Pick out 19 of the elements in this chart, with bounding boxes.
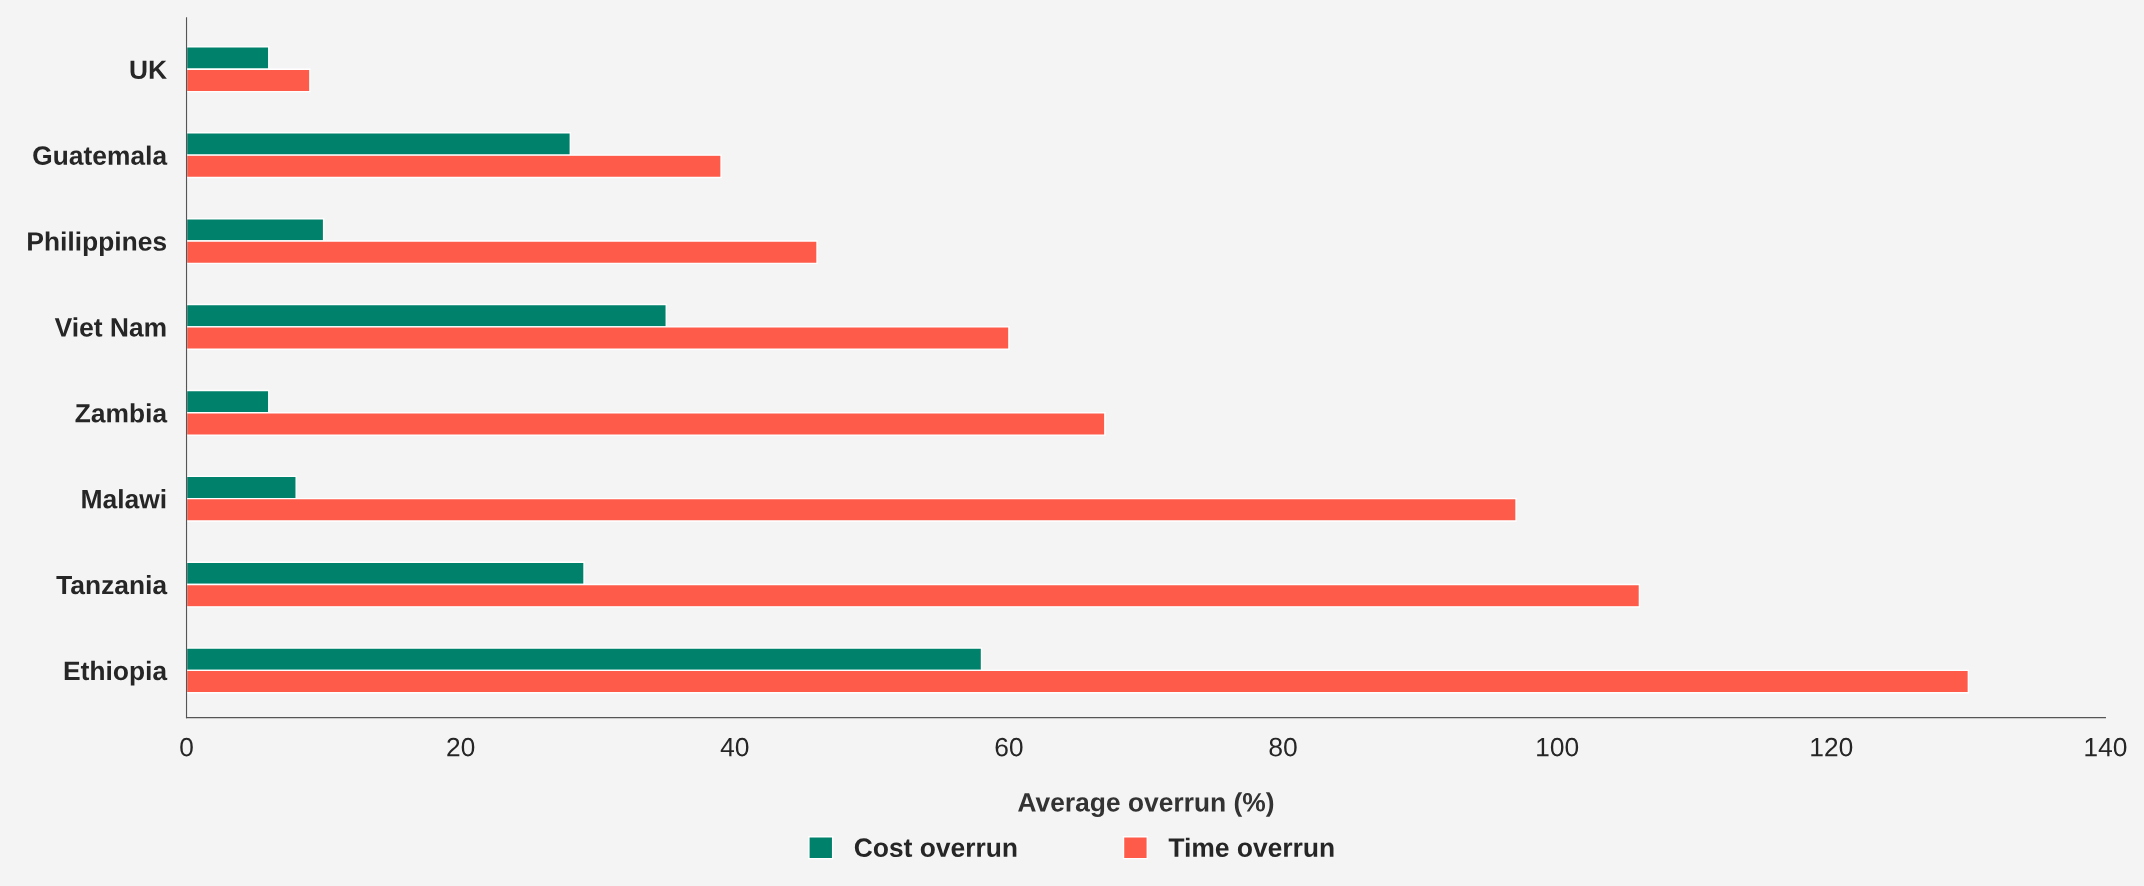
x-tick-label: 120 [1811,737,1853,757]
y-tick-label: Philippines [28,231,167,257]
x-tick-label: 20 [447,737,475,757]
y-tick-label: Tanzania [56,574,168,595]
legend-label: Cost overrun [854,838,1017,858]
y-tick-label: Malawi [82,489,166,509]
x-tick-label: 60 [995,737,1023,757]
y-tick-label: Zambia [75,403,168,423]
y-tick-label: UK [130,60,167,80]
x-tick-label: 40 [720,737,749,757]
x-tick-label: 100 [1537,737,1579,757]
legend-label: Time overrun [1168,837,1334,858]
x-tick-label: 140 [2085,737,2127,757]
x-tick-label: 0 [180,737,193,757]
x-tick-label: 80 [1269,737,1297,757]
y-tick-label: Viet Nam [54,317,166,337]
y-tick-label: Ethiopia [64,660,168,686]
y-tick-label: Guatemala [33,145,168,165]
x-axis-title: Average overrun (%) [1018,792,1274,817]
